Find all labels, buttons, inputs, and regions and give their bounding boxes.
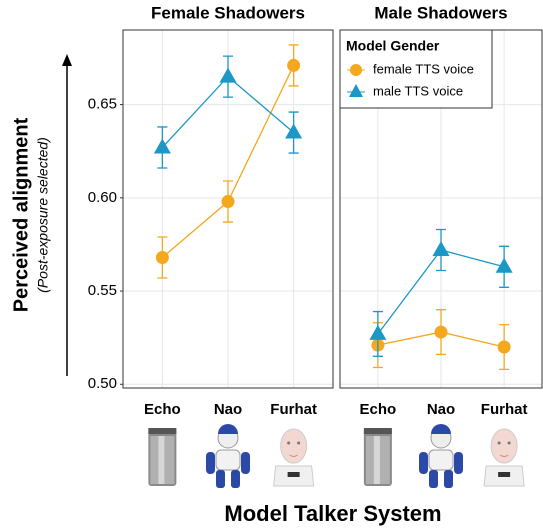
marker — [435, 326, 448, 339]
icon-furhat — [484, 429, 524, 486]
panel-title: Female Shadowers — [151, 3, 305, 22]
y-tick-label: 0.50 — [88, 375, 117, 392]
marker — [156, 251, 169, 264]
y-axis-title: Perceived alignment — [10, 117, 32, 312]
icon-furhat — [274, 429, 314, 486]
icon-nao — [419, 424, 463, 488]
y-tick-label: 0.65 — [88, 96, 117, 113]
chart: 0.50 0.55 0.60 0.65 Female Shadowers Echo Nao F… — [0, 0, 543, 531]
marker — [287, 59, 300, 72]
legend-label: female TTS voice — [373, 61, 474, 76]
x-tick-label: Echo — [144, 401, 181, 418]
legend-label: male TTS voice — [373, 83, 463, 98]
panel-title: Male Shadowers — [374, 3, 507, 22]
x-tick-label: Echo — [360, 401, 397, 418]
x-tick-label: Furhat — [270, 401, 317, 418]
marker — [222, 195, 235, 208]
axis-arrowhead — [62, 54, 72, 66]
icon-echo — [148, 428, 176, 486]
x-tick-label: Nao — [214, 401, 242, 418]
legend: Model Gender female TTS voice male TTS voi… — [340, 30, 492, 108]
x-tick-label: Nao — [427, 401, 455, 418]
x-tick-label: Furhat — [481, 401, 528, 418]
y-tick-label: 0.60 — [88, 189, 117, 206]
y-axis-subtitle: (Post-exposure selected) — [35, 137, 51, 293]
icon-echo — [364, 428, 392, 486]
y-tick-label: 0.55 — [88, 282, 117, 299]
marker — [498, 340, 511, 353]
x-axis-title: Model Talker System — [224, 501, 441, 526]
legend-title: Model Gender — [346, 38, 440, 54]
icon-nao — [206, 424, 250, 488]
